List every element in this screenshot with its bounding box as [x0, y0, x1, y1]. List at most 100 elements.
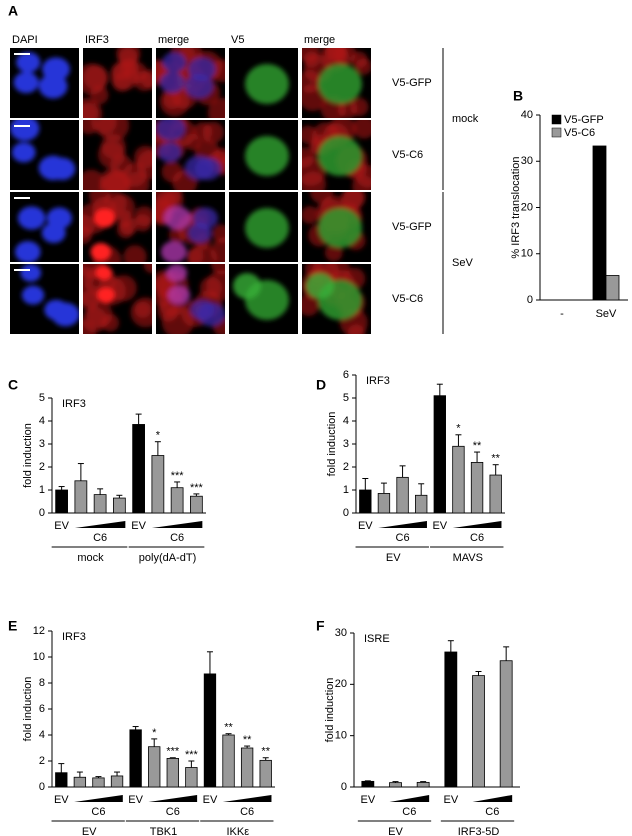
nucleus [163, 206, 192, 230]
image-content [13, 51, 70, 99]
y-axis-label: fold induction [22, 677, 34, 742]
nucleus [184, 155, 214, 181]
micrograph [83, 120, 152, 190]
image-content [156, 48, 225, 118]
legend-swatch [551, 114, 562, 125]
nucleus [16, 51, 41, 73]
bar [472, 675, 485, 788]
image-content [302, 120, 371, 190]
x-tick-label: C6 [485, 806, 499, 818]
cytoplasm [199, 276, 223, 299]
column-header: merge [158, 34, 189, 46]
legend-swatch [551, 127, 562, 138]
nucleus [42, 57, 70, 81]
y-tick-label: 4 [343, 415, 349, 427]
y-tick-label: 12 [33, 625, 45, 637]
nucleus [159, 71, 185, 94]
x-tick-label: EV [54, 794, 69, 806]
panel-label: E [8, 618, 17, 634]
green-cell [233, 273, 261, 299]
nucleus [21, 285, 45, 305]
y-axis-label: fold induction [326, 412, 338, 477]
micrograph [302, 120, 371, 190]
cytoplasm [159, 86, 190, 117]
dose-wedge [148, 795, 198, 802]
group-label: EV [82, 826, 97, 836]
x-tick-label: C6 [402, 806, 416, 818]
row-label: V5-C6 [392, 293, 423, 305]
significance: *** [166, 746, 180, 758]
x-tick-label: EV [443, 794, 458, 806]
cytoplasm [110, 275, 137, 302]
cytoplasm [302, 147, 315, 168]
micrograph [229, 120, 298, 190]
row-label: V5-GFP [392, 221, 432, 233]
cytoplasm [324, 243, 343, 262]
cytoplasm [99, 167, 128, 190]
green-cell [318, 64, 362, 104]
bar [359, 489, 372, 514]
group-label: IKKε [227, 826, 250, 836]
micrograph [302, 264, 371, 334]
inner-label: IRF3 [62, 631, 86, 643]
x-tick-label: C6 [166, 806, 180, 818]
image-content [14, 206, 73, 262]
x-tick-label: C6 [396, 532, 410, 544]
y-tick-label: 1 [343, 484, 349, 496]
y-tick-label: 40 [521, 109, 533, 121]
bar [377, 493, 391, 514]
group-label: MAVS [453, 552, 483, 564]
y-tick-label: 6 [343, 369, 349, 381]
cytoplasm [110, 62, 139, 91]
micrograph [10, 48, 79, 118]
panel-label: B [513, 88, 523, 104]
column-header: DAPI [12, 34, 38, 46]
x-tick-label: C6 [93, 532, 107, 544]
image-content [302, 264, 368, 334]
y-tick-label: 20 [335, 678, 347, 690]
panel-label: D [316, 377, 326, 393]
x-tick-label: C6 [91, 806, 105, 818]
bar [433, 395, 446, 514]
nucleus [192, 207, 219, 229]
legend-label: V5-GFP [564, 114, 604, 126]
green-cell [318, 136, 362, 176]
nucleus [46, 207, 73, 229]
significance: ** [224, 722, 233, 734]
nucleus [14, 241, 41, 262]
panel-label: A [8, 3, 18, 19]
image-content [156, 264, 225, 334]
image-content [156, 192, 225, 262]
nucleus [17, 206, 46, 230]
nucleus [188, 57, 216, 81]
bar [166, 758, 179, 788]
nucleus [11, 142, 36, 163]
inner-label: IRF3 [62, 398, 86, 410]
cytoplasm [134, 301, 152, 318]
micrograph [156, 264, 225, 334]
bar [470, 461, 484, 514]
bar [93, 494, 107, 514]
bar [170, 487, 184, 514]
cytoplasm [211, 264, 225, 275]
y-tick-label: 30 [521, 155, 533, 167]
x-tick-label: EV [432, 520, 447, 532]
dose-wedge [222, 795, 272, 802]
cytoplasm [302, 70, 321, 93]
nucleus [13, 71, 39, 94]
cytoplasm [324, 264, 351, 283]
bar [132, 424, 145, 514]
image-content [245, 64, 289, 104]
bar [55, 489, 68, 514]
panel-label: C [8, 377, 18, 393]
micrograph [83, 48, 152, 118]
y-tick-label: 0 [39, 507, 45, 519]
nucleus [90, 242, 112, 261]
green-cell [245, 136, 289, 176]
nucleus [160, 241, 187, 262]
y-tick-label: 1 [39, 484, 45, 496]
significance: *** [190, 482, 204, 494]
cytoplasm [343, 192, 366, 208]
legend-label: V5-C6 [564, 127, 595, 139]
cytoplasm [122, 162, 147, 187]
